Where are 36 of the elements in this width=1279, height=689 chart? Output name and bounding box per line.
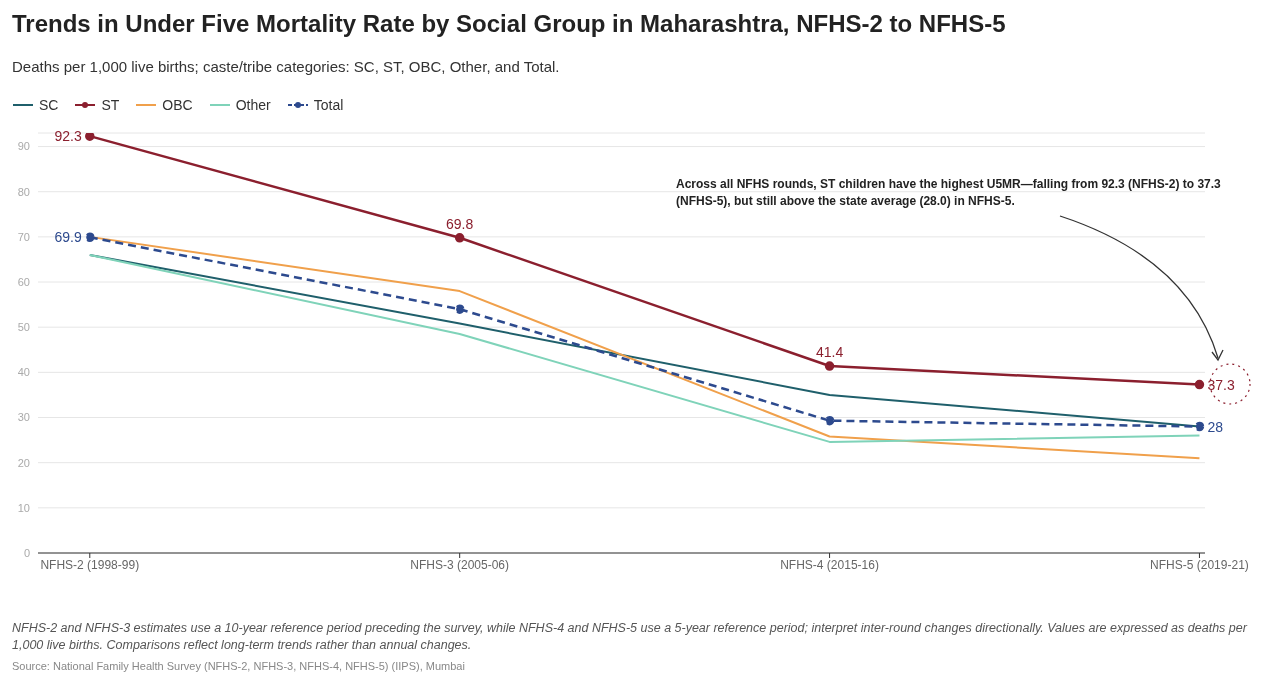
point [1194,379,1205,390]
x-tick-label: NFHS-2 (1998-99) [40,557,140,572]
data-label: 92.3 [54,128,82,145]
y-tick-label: 60 [17,275,30,288]
point [85,133,95,141]
data-label: 69.9 [54,229,82,246]
legend-label: SC [39,97,59,113]
y-tick-label: 50 [17,321,30,334]
chart-title: Trends in Under Five Mortality Rate by Social Group in Maharashtra, NFHS-2 to NFHS-5 [12,10,1006,38]
legend-label: Total [313,97,344,113]
point [85,232,95,243]
data-label: 69.8 [446,215,474,232]
y-tick-label: 90 [17,140,30,153]
y-tick-label: 70 [17,230,30,243]
data-label: 41.4 [815,344,844,361]
y-tick-label: 30 [17,411,30,424]
legend-label: OBC [162,97,193,113]
x-tick-label: NFHS-4 (2015-16) [780,557,879,572]
chart-subtitle: Deaths per 1,000 live births; caste/tribe categories: SC, ST, OBC, Other, and Total. [12,58,560,75]
y-tick-label: 10 [17,501,30,514]
x-tick-label: NFHS-3 (2005-06) [410,557,510,572]
annotation: Across all NFHS rounds, ST children have the highest U5MR—falling from 92.3 (NFHS-2) to 37.3 (NFHS-5), but still above the state average (28.0) in NFHS-5. [676,176,1222,210]
legend-label: ST [101,97,120,113]
y-tick-label: 0 [23,546,30,559]
y-tick-label: 20 [17,456,30,469]
data-label: 28 [1207,418,1224,435]
text: NFHS-2 and NFHS-3 estimates use a 10-year reference period preceding the survey, while NFHS-4 and NFHS-5 use a 5-year reference period; interpret inter-round changes directionally. Values are expressed as deaths per 1,000 live births. Comparisons reflect long-term trends rather than annual changes. [12,620,1249,654]
point [454,233,465,243]
source-note: Source: National Family Health Survey (NFHS-2, NFHS-3, NFHS-4, NFHS-5) (IIPS), Mumbai [12,659,466,674]
point [1194,421,1205,432]
point [824,361,835,371]
y-tick-label: 80 [17,185,30,198]
data-label: 37.3 [1207,376,1235,393]
y-tick-label: 40 [17,366,30,379]
x-tick-label: NFHS-5 (2019-21) [1150,557,1249,572]
legend-label: Other [235,97,271,113]
